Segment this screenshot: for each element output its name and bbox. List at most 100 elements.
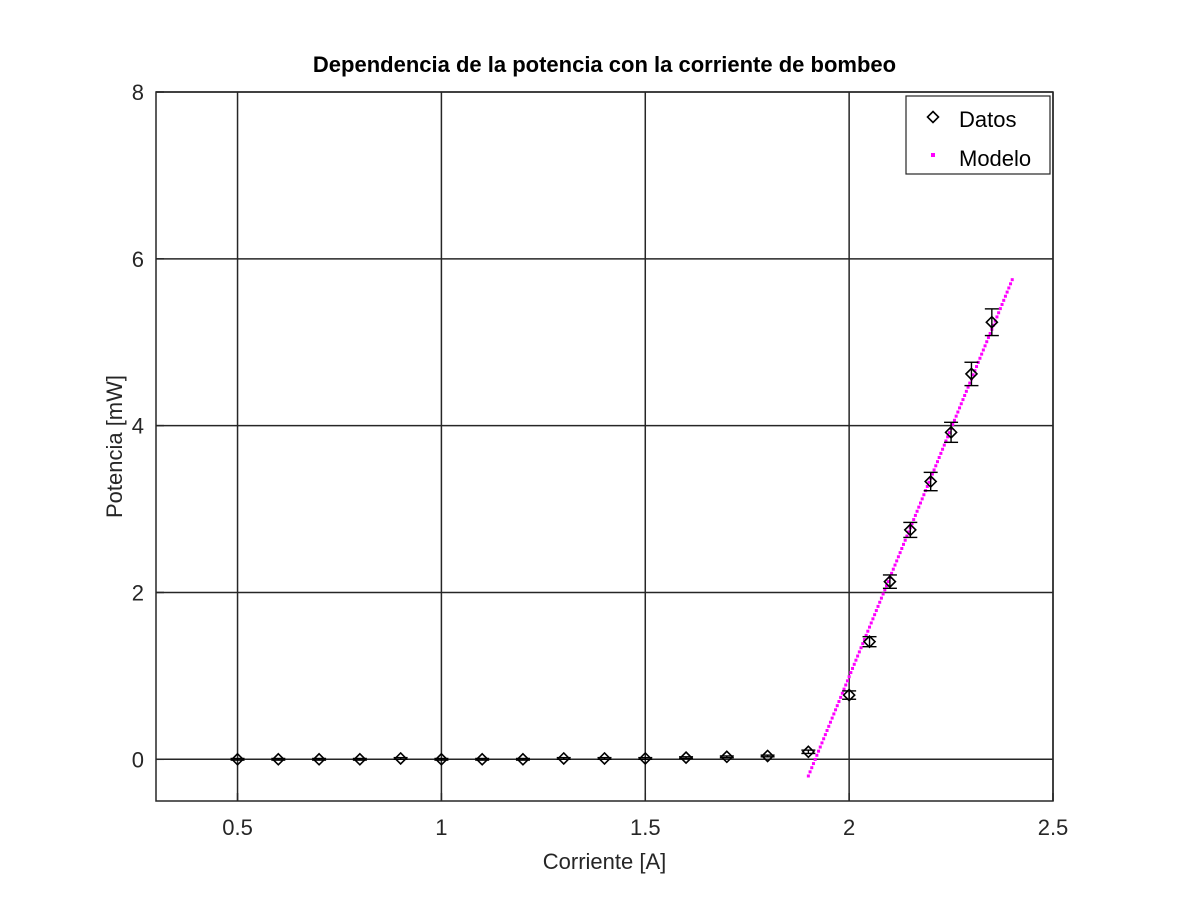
data-point bbox=[557, 751, 571, 766]
modelo-point bbox=[878, 600, 882, 604]
ticks: 0.5 1 1.5 2 2.5 0 2 4 6 8 bbox=[132, 80, 1069, 840]
modelo-point bbox=[881, 592, 885, 596]
modelo-point bbox=[898, 551, 902, 555]
modelo-point bbox=[913, 513, 917, 517]
data-point bbox=[516, 752, 530, 766]
modelo-point bbox=[968, 381, 972, 385]
modelo-point bbox=[978, 356, 982, 360]
data-point bbox=[760, 749, 775, 763]
modelo-point bbox=[973, 369, 977, 373]
modelo-point bbox=[883, 588, 887, 592]
modelo-point bbox=[820, 741, 824, 745]
data-point bbox=[312, 752, 326, 766]
modelo-point bbox=[854, 658, 858, 662]
legend-label-modelo: Modelo bbox=[959, 146, 1031, 171]
modelo-point bbox=[1010, 278, 1014, 282]
legend-modelo-dot bbox=[931, 153, 935, 157]
modelo-point bbox=[956, 410, 960, 414]
modelo-point bbox=[810, 766, 814, 770]
modelo-point bbox=[942, 443, 946, 447]
modelo-point bbox=[845, 679, 849, 683]
modelo-point bbox=[806, 774, 810, 778]
modelo-point bbox=[971, 373, 975, 377]
modelo-point bbox=[900, 547, 904, 551]
modelo-point bbox=[895, 559, 899, 563]
modelo-point bbox=[869, 621, 873, 625]
modelo-point bbox=[834, 708, 838, 712]
data-point bbox=[394, 751, 408, 766]
modelo-point bbox=[815, 753, 819, 757]
data-point bbox=[271, 752, 285, 766]
data-point bbox=[801, 745, 815, 759]
modelo-point bbox=[946, 435, 950, 439]
modelo-point bbox=[873, 613, 877, 617]
modelo-point bbox=[840, 691, 844, 695]
modelo-point bbox=[927, 480, 931, 484]
plot-frame bbox=[155, 91, 1054, 802]
modelo-point bbox=[827, 724, 831, 728]
y-tick-label: 6 bbox=[132, 247, 144, 272]
y-tick-label: 0 bbox=[132, 747, 144, 772]
modelo-point bbox=[998, 307, 1002, 311]
modelo-point bbox=[825, 728, 829, 732]
modelo-point bbox=[983, 344, 987, 348]
data-point bbox=[903, 523, 917, 537]
modelo-point bbox=[975, 365, 979, 369]
chart-title: Dependencia de la potencia con la corrie… bbox=[313, 52, 896, 77]
modelo-point bbox=[964, 389, 968, 393]
modelo-point bbox=[866, 629, 870, 633]
modelo-point bbox=[920, 497, 924, 501]
modelo-point bbox=[886, 580, 890, 584]
modelo-point bbox=[959, 402, 963, 406]
modelo-point bbox=[879, 596, 883, 600]
modelo-point bbox=[896, 555, 900, 559]
modelo-point bbox=[1000, 302, 1004, 306]
data-point bbox=[964, 367, 979, 381]
modelo-point bbox=[861, 642, 865, 646]
modelo-point bbox=[1003, 294, 1007, 298]
modelo-point bbox=[937, 456, 941, 460]
modelo-point bbox=[980, 352, 984, 356]
modelo-point bbox=[925, 484, 929, 488]
modelo-point bbox=[1007, 286, 1011, 290]
modelo-point bbox=[876, 604, 880, 608]
plot-area bbox=[156, 92, 1053, 801]
series-datos bbox=[230, 308, 999, 766]
modelo-point bbox=[868, 625, 872, 629]
modelo-point bbox=[986, 336, 990, 340]
x-tick-label: 2 bbox=[843, 815, 855, 840]
data-point bbox=[842, 688, 856, 702]
modelo-point bbox=[903, 538, 907, 542]
modelo-point bbox=[808, 770, 812, 774]
modelo-point bbox=[822, 737, 826, 741]
legend-box bbox=[905, 95, 1051, 175]
modelo-point bbox=[902, 542, 905, 546]
y-axis-label: Potencia [mW] bbox=[102, 375, 127, 518]
modelo-point bbox=[939, 451, 943, 455]
modelo-point bbox=[851, 666, 855, 670]
modelo-point bbox=[944, 439, 948, 443]
data-point bbox=[638, 751, 652, 766]
modelo-point bbox=[941, 447, 945, 451]
modelo-point bbox=[852, 662, 856, 666]
modelo-point bbox=[997, 311, 1001, 315]
modelo-point bbox=[857, 650, 861, 654]
modelo-point bbox=[828, 720, 832, 724]
modelo-point bbox=[893, 563, 897, 567]
modelo-point bbox=[864, 633, 868, 637]
modelo-point bbox=[963, 393, 967, 397]
modelo-point bbox=[918, 501, 922, 505]
modelo-point bbox=[912, 518, 916, 522]
modelo-point bbox=[813, 757, 817, 761]
legend-label-datos: Datos bbox=[959, 107, 1016, 132]
modelo-point bbox=[847, 675, 851, 679]
modelo-point bbox=[932, 468, 936, 472]
modelo-point bbox=[839, 695, 843, 699]
modelo-point bbox=[823, 733, 827, 737]
series-layer bbox=[230, 278, 1014, 778]
x-tick-label: 1.5 bbox=[630, 815, 661, 840]
modelo-point bbox=[951, 422, 955, 426]
x-axis-label: Corriente [A] bbox=[543, 849, 667, 874]
modelo-point bbox=[835, 704, 839, 708]
series-modelo bbox=[806, 278, 1014, 778]
